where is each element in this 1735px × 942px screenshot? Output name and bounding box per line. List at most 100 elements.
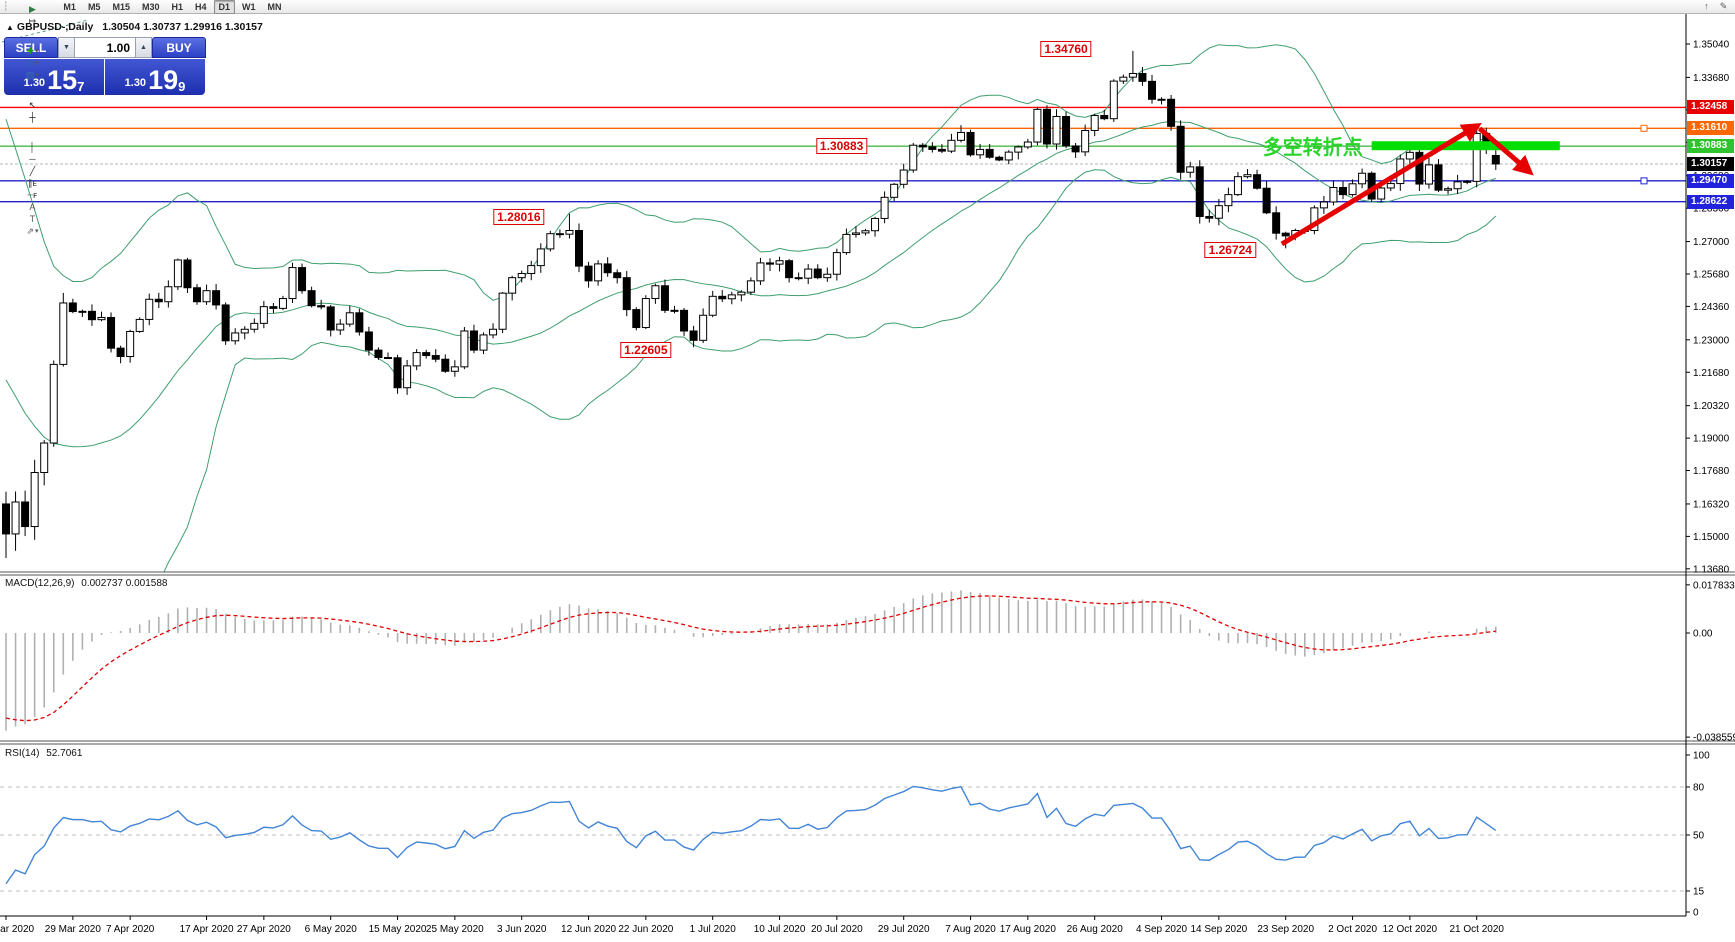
candlestick xyxy=(1424,164,1433,185)
auto-scroll-icon[interactable]: ▶ xyxy=(8,4,56,16)
crosshair-icon[interactable]: ┼ xyxy=(8,112,56,124)
bull-bear-turning-point-label[interactable]: 多空转折点 xyxy=(1262,137,1363,160)
candlestick xyxy=(393,357,402,389)
text-icon[interactable]: A xyxy=(8,202,56,214)
candlestick xyxy=(326,306,335,331)
timeframe-h4[interactable]: H4 xyxy=(195,1,207,12)
one-click-trading-panel: SELL ▼ 1.00 ▲ BUY 1.30 15 7 1.30 19 9 xyxy=(4,37,206,95)
level-price-badge: 1.30883 xyxy=(1687,139,1734,154)
timeframe-d1[interactable]: D1 xyxy=(213,0,236,14)
price-tick-label: 1.19000 xyxy=(1693,434,1730,445)
candlestick xyxy=(1138,72,1147,82)
volume-decrease-button[interactable]: ▼ xyxy=(58,37,75,58)
sell-button[interactable]: SELL xyxy=(4,37,58,58)
dropdown-caret-icon[interactable]: ▾ xyxy=(35,72,39,79)
price-tick-label: 1.27000 xyxy=(1693,237,1730,248)
dropdown-caret-icon[interactable]: ▾ xyxy=(34,48,39,55)
candlestick xyxy=(450,366,459,372)
price-annotation-label[interactable]: 1.26724 xyxy=(1204,241,1256,258)
sell-price-fraction: 7 xyxy=(77,79,85,94)
candlestick xyxy=(842,233,851,254)
buy-price-display[interactable]: 1.30 19 9 xyxy=(105,59,205,95)
candlestick xyxy=(727,294,736,300)
candlestick xyxy=(154,298,163,303)
price-annotation-label[interactable]: 1.22605 xyxy=(620,341,672,358)
indicators-icon: ✚ xyxy=(26,46,34,56)
fibonacci-icon[interactable]: ┄ꜰ xyxy=(8,190,56,202)
green-level-bar-drawing[interactable] xyxy=(1371,141,1560,151)
candlestick xyxy=(708,295,717,316)
timeframe-w1[interactable]: W1 xyxy=(242,1,256,12)
buy-button[interactable]: BUY xyxy=(152,37,206,58)
candlestick xyxy=(317,305,326,308)
equidistant-channel-icon[interactable]: ∥ᴇ xyxy=(8,178,56,190)
price-annotation-label[interactable]: 1.34760 xyxy=(1040,41,1092,58)
edit-icon[interactable]: ✎ xyxy=(1719,0,1728,11)
timeframe-m15[interactable]: M15 xyxy=(112,1,130,12)
main-price-pane[interactable] xyxy=(0,19,1686,648)
indicators-icon[interactable]: ✚ ▾ xyxy=(8,46,56,58)
candlestick xyxy=(909,144,918,171)
rsi-label: RSI(14) xyxy=(5,748,40,759)
candlestick xyxy=(1195,166,1204,217)
timeframe-m5[interactable]: M5 xyxy=(87,1,101,12)
candlestick xyxy=(680,309,689,332)
line-handle[interactable] xyxy=(1640,124,1648,132)
templates-icon: ▨ xyxy=(25,70,35,80)
text-label-icon[interactable]: T xyxy=(8,214,56,226)
candlestick xyxy=(298,267,307,292)
date-tick-label: 27 Apr 2020 xyxy=(237,924,291,935)
candlestick xyxy=(1348,183,1357,196)
candlestick xyxy=(1081,129,1090,153)
horizontal-line-icon: ─ xyxy=(29,154,36,164)
timeframe-m30[interactable]: M30 xyxy=(141,1,160,12)
chart-shift-icon[interactable]: ↦ xyxy=(8,16,56,28)
red-downtrend-arrow-drawing[interactable] xyxy=(1477,126,1534,176)
candlestick xyxy=(21,501,30,528)
candlestick xyxy=(871,217,880,232)
candlestick xyxy=(766,262,774,265)
timeframe-mn[interactable]: MN xyxy=(267,1,282,12)
candlestick xyxy=(775,260,784,265)
sell-price-display[interactable]: 1.30 15 7 xyxy=(4,59,104,95)
level-price-badge: 1.31610 xyxy=(1687,121,1734,136)
candlestick xyxy=(737,291,746,296)
arrows-icon[interactable]: ⇗ ▾ xyxy=(8,226,56,238)
timeframe-h1[interactable]: H1 xyxy=(171,1,183,12)
timeframe-m1[interactable]: M1 xyxy=(63,1,76,12)
date-tick-label: 7 Aug 2020 xyxy=(945,924,996,935)
red-uptrend-arrow-drawing[interactable] xyxy=(1280,122,1482,247)
candlestick xyxy=(957,131,965,141)
candlestick xyxy=(565,229,574,235)
symbol-marker-icon: ▲ xyxy=(6,23,14,32)
candlestick xyxy=(794,277,803,280)
trendline-icon[interactable]: ╱ xyxy=(8,166,56,178)
dropdown-caret-icon[interactable]: ▾ xyxy=(34,228,39,235)
candlestick xyxy=(145,298,154,320)
price-tick-label: 1.21680 xyxy=(1693,368,1730,379)
price-annotation-label[interactable]: 1.30883 xyxy=(815,138,868,155)
volume-increase-button[interactable]: ▲ xyxy=(135,37,152,58)
candlestick xyxy=(632,309,641,329)
vertical-line-icon[interactable]: │ xyxy=(8,142,56,154)
templates-icon[interactable]: ▨ ▾ xyxy=(8,70,56,82)
candlestick xyxy=(212,290,221,306)
toolbar-grip[interactable]: ┇ xyxy=(3,1,9,11)
periods-icon[interactable]: ◷ ▾ xyxy=(8,58,56,70)
price-tick-label: 1.13680 xyxy=(1693,564,1730,575)
candlestick xyxy=(718,295,727,300)
candlestick xyxy=(851,232,860,235)
candlestick xyxy=(641,298,650,329)
volume-input[interactable]: 1.00 xyxy=(75,37,135,58)
horizontal-line-icon[interactable]: ─ xyxy=(8,154,56,166)
candlestick xyxy=(1386,183,1395,189)
cursor-icon[interactable]: ↖ xyxy=(8,100,56,112)
scroll-up-icon[interactable]: ↑ xyxy=(1704,0,1709,11)
price-annotation-label[interactable]: 1.28016 xyxy=(493,208,545,225)
macd-pane[interactable] xyxy=(5,590,1497,731)
dropdown-caret-icon[interactable]: ▾ xyxy=(35,60,39,67)
line-handle[interactable] xyxy=(1640,177,1648,185)
rsi-pane[interactable] xyxy=(0,785,1686,892)
macd-values: 0.002737 0.001588 xyxy=(81,578,168,589)
